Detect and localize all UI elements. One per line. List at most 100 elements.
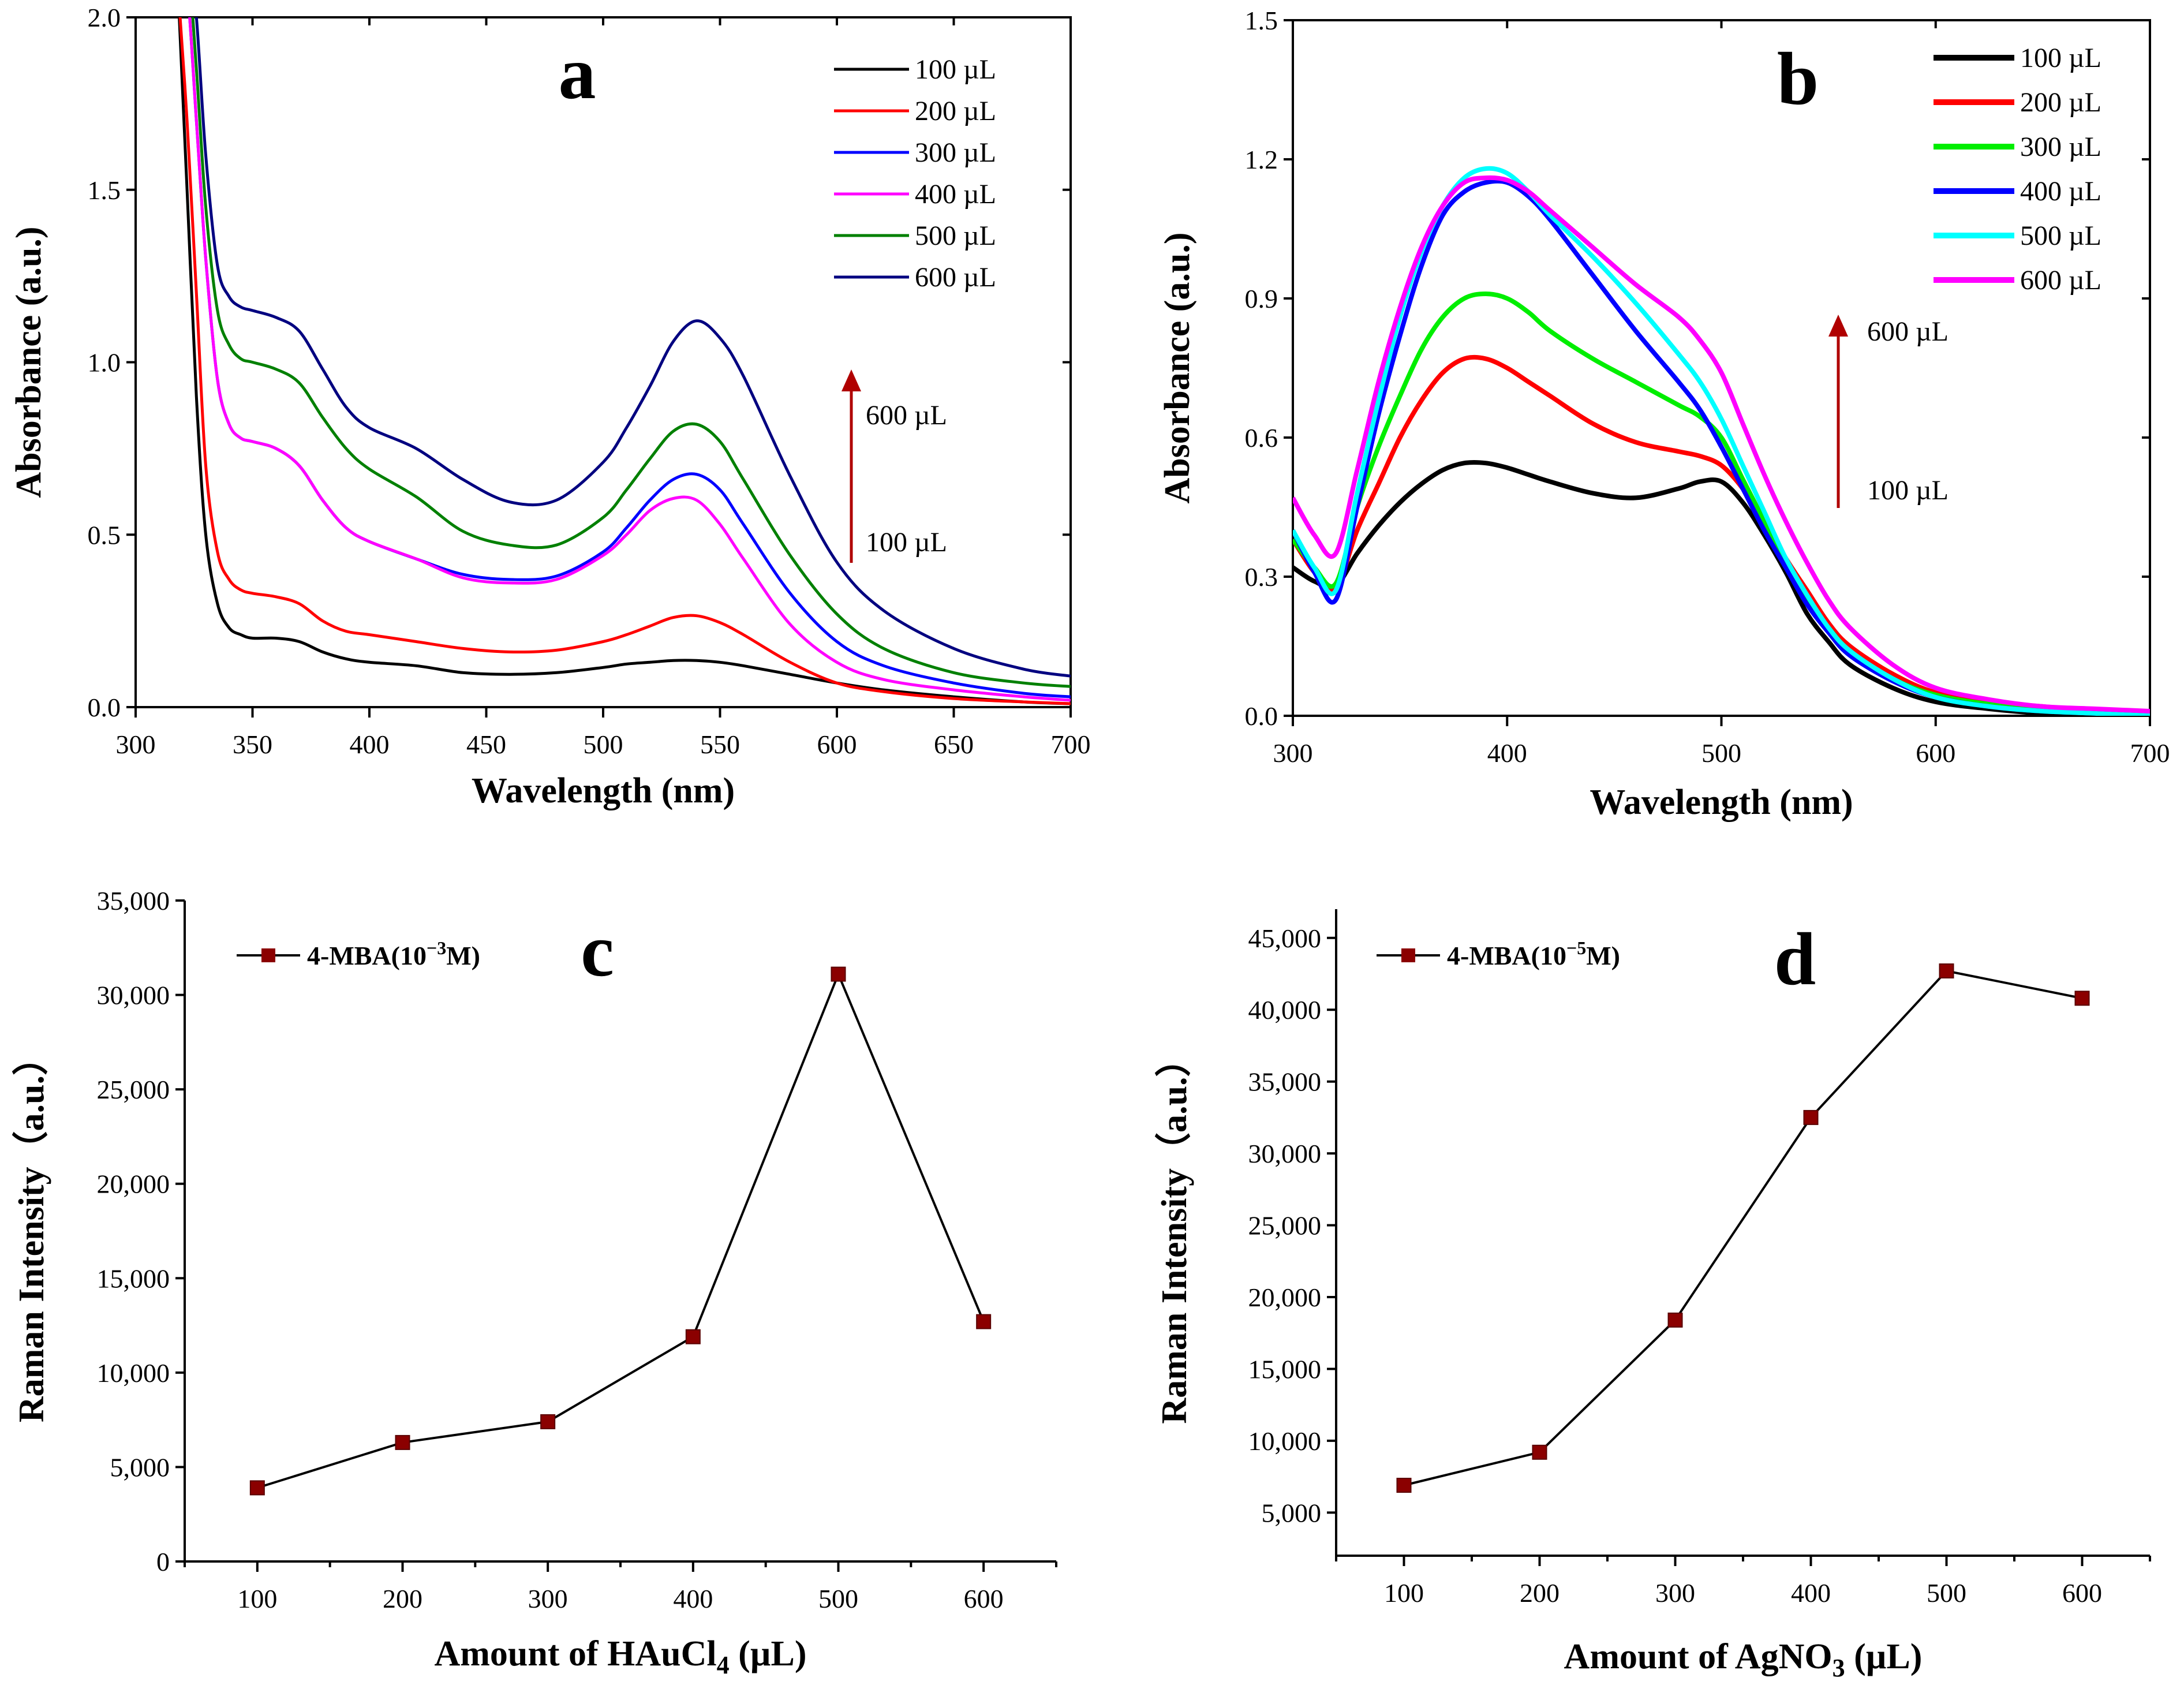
y-tick-label: 40,000 [1248, 995, 1322, 1025]
legend-label-4: 400 µL [915, 179, 996, 210]
legend-label-5: 500 µL [2020, 221, 2101, 251]
y-tick-label: 30,000 [97, 981, 170, 1010]
series-line-1 [178, 17, 1071, 705]
y-tick-label: 15,000 [97, 1264, 170, 1293]
x-tick-label: 400 [1487, 738, 1527, 768]
x-tick-label: 300 [1655, 1578, 1695, 1608]
annotation-top: 600 µL [866, 400, 947, 431]
x-tick-label: 100 [1384, 1578, 1424, 1608]
x-tick-label: 650 [934, 730, 974, 759]
x-tick-label: 300 [116, 730, 156, 759]
y-tick-label: 1.5 [1245, 6, 1278, 35]
x-axis-label-unit: (µL) [1845, 1637, 1923, 1676]
x-axis-label: Amount of HAuCl4 (µL) [434, 1634, 806, 1679]
arrow-head [842, 369, 861, 391]
y-tick-label: 1.2 [1245, 145, 1278, 174]
x-axis-label-subscript: 3 [1833, 1654, 1845, 1682]
x-tick-label: 500 [1927, 1578, 1966, 1608]
y-tick-label: 1.5 [88, 175, 121, 205]
series-line-6 [195, 17, 1071, 678]
y-tick-label: 5,000 [1262, 1498, 1322, 1527]
x-tick-label: 700 [2130, 738, 2170, 768]
y-tick-label: 0.5 [88, 520, 121, 550]
legend-label-6: 600 µL [915, 262, 996, 293]
x-tick-label: 600 [964, 1584, 1004, 1613]
legend-label-2: 200 µL [915, 96, 996, 126]
data-point-200 [1532, 1444, 1547, 1460]
x-axis-label-unit: (µL) [730, 1634, 807, 1673]
y-tick-label: 0.3 [1245, 562, 1278, 592]
y-tick-label: 0.0 [88, 693, 121, 722]
x-tick-label: 600 [817, 730, 857, 759]
legend-label-main: 4-MBA(10 [307, 941, 427, 970]
data-point-400 [1803, 1109, 1819, 1125]
x-axis-label-main: Amount of HAuCl [434, 1634, 716, 1673]
x-axis-label: Wavelength (nm) [1590, 783, 1853, 822]
x-tick-label: 500 [1701, 738, 1741, 768]
y-axis-label: Absorbance (a.u.) [1158, 232, 1197, 503]
x-tick-label: 450 [466, 730, 506, 759]
y-axis-label: Raman Intensity（a.u.） [1154, 1041, 1194, 1424]
legend-marker [1401, 948, 1415, 962]
y-tick-label: 0.9 [1245, 284, 1278, 313]
legend-label-1: 100 µL [2020, 43, 2101, 73]
x-axis-label-main: Amount of AgNO [1564, 1637, 1833, 1676]
legend-label-3: 300 µL [2020, 132, 2101, 162]
panel-c-raman-chart: 100 200 300 400 500 600 0 5,000 10,000 15,000 20,0… [11, 886, 1057, 1679]
x-tick-label: 350 [233, 730, 272, 759]
y-tick-label: 25,000 [1248, 1211, 1322, 1241]
y-tick-label: 0.0 [1245, 701, 1278, 731]
x-tick-label: 550 [700, 730, 740, 759]
panel-a-uv-vis-chart: 300 350 400 450 500 550 600 650 700 0.0 0.5 1.0 1.5 2… [9, 3, 1091, 810]
legend-label-tail: M) [1586, 941, 1620, 970]
panel-letter: d [1774, 918, 1816, 1001]
series-line-2 [1293, 354, 2150, 714]
panel-letter: b [1777, 38, 1819, 121]
y-tick-label: 2.0 [88, 3, 121, 32]
y-tick-label: 20,000 [1248, 1283, 1322, 1312]
legend-label-4: 400 µL [2020, 176, 2101, 207]
x-tick-label: 400 [1791, 1578, 1831, 1608]
x-tick-label: 600 [1916, 738, 1955, 768]
legend-label: 4-MBA(10−3M) [307, 937, 480, 970]
x-axis-label-subscript: 4 [717, 1651, 730, 1679]
x-tick-label: 500 [584, 730, 623, 759]
legend-label-1: 100 µL [915, 54, 996, 85]
data-point-600 [2074, 991, 2090, 1006]
legend-label-tail: M) [446, 941, 480, 970]
series-line-4 [1293, 178, 2150, 716]
x-tick-label: 300 [1273, 738, 1313, 768]
x-axis-label: Wavelength (nm) [472, 771, 735, 810]
data-point-100 [1396, 1478, 1412, 1493]
legend-label-main: 4-MBA(10 [1447, 941, 1566, 970]
legend-label-6: 600 µL [2020, 265, 2101, 296]
series-line [1404, 969, 2082, 1486]
y-tick-label: 25,000 [97, 1075, 170, 1104]
data-point-500 [831, 966, 846, 982]
x-tick-label: 600 [2062, 1578, 2102, 1608]
y-axis-label: Raman Intensity（a.u.） [11, 1040, 51, 1422]
series-line-5 [1293, 166, 2150, 716]
plot-area [178, 17, 1071, 705]
annotation-bottom: 100 µL [1867, 475, 1949, 506]
y-tick-label: 15,000 [1248, 1354, 1322, 1384]
y-tick-label: 35,000 [1248, 1067, 1322, 1097]
y-tick-label: 30,000 [1248, 1139, 1322, 1168]
x-axis-label: Amount of AgNO3 (µL) [1564, 1637, 1923, 1682]
plot-area [1293, 166, 2150, 716]
legend-label-2: 200 µL [2020, 87, 2101, 118]
panel-b-uv-vis-chart: 300 400 500 600 700 0.0 0.3 0.6 0.9 1.2 1.5 Wavelen… [1158, 6, 2170, 822]
legend-label: 4-MBA(10−5M) [1447, 937, 1620, 970]
legend-label-5: 500 µL [915, 221, 996, 251]
series-line-4 [188, 17, 1071, 702]
y-axis-label: Absorbance (a.u.) [9, 226, 48, 498]
series-line-5 [191, 17, 1071, 688]
series-line-3 [1293, 292, 2150, 714]
y-tick-label: 45,000 [1248, 924, 1322, 953]
data-point-300 [1667, 1312, 1683, 1328]
arrow-head [1828, 315, 1848, 337]
panel-letter: c [581, 909, 614, 992]
y-tick-label: 20,000 [97, 1170, 170, 1199]
data-point-100 [249, 1480, 265, 1496]
